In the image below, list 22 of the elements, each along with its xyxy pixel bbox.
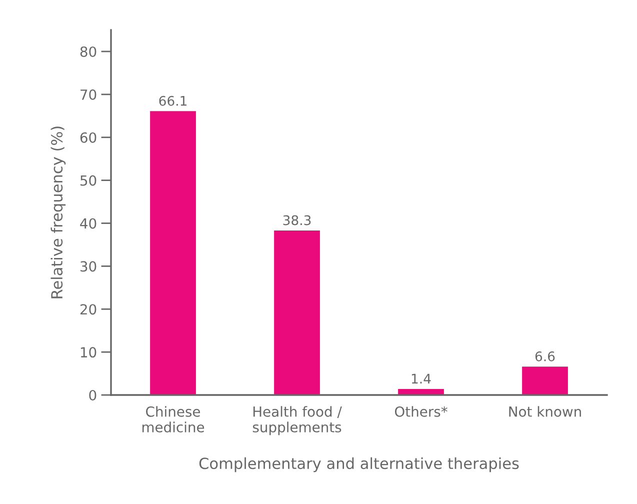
bar xyxy=(150,111,196,395)
bar xyxy=(274,230,320,395)
x-tick-label: Others* xyxy=(394,406,448,417)
data-label: 38.3 xyxy=(283,215,311,226)
y-tick-label: 0 xyxy=(89,390,96,400)
y-tick-label: 30 xyxy=(80,261,96,272)
data-label: 1.4 xyxy=(412,374,431,384)
data-label: 66.1 xyxy=(159,96,186,106)
y-tick-label: 20 xyxy=(80,304,96,315)
y-tick-label: 50 xyxy=(80,175,96,186)
y-tick-label: 10 xyxy=(80,347,96,358)
data-label: 6.6 xyxy=(535,351,555,362)
y-tick-label: 80 xyxy=(80,46,96,57)
y-tick-label: 40 xyxy=(80,218,96,229)
y-axis-title: Relative frequency (%) xyxy=(50,126,66,298)
x-axis-title: Complementary and alternative therapies xyxy=(199,457,519,472)
bar xyxy=(522,366,568,395)
x-tick-label: Not known xyxy=(509,406,581,417)
x-tick-label: Health food / supplements xyxy=(252,406,342,436)
y-tick-label: 70 xyxy=(80,89,96,100)
x-tick-label: Chinese medicine xyxy=(142,406,204,432)
y-tick-label: 60 xyxy=(80,132,96,143)
